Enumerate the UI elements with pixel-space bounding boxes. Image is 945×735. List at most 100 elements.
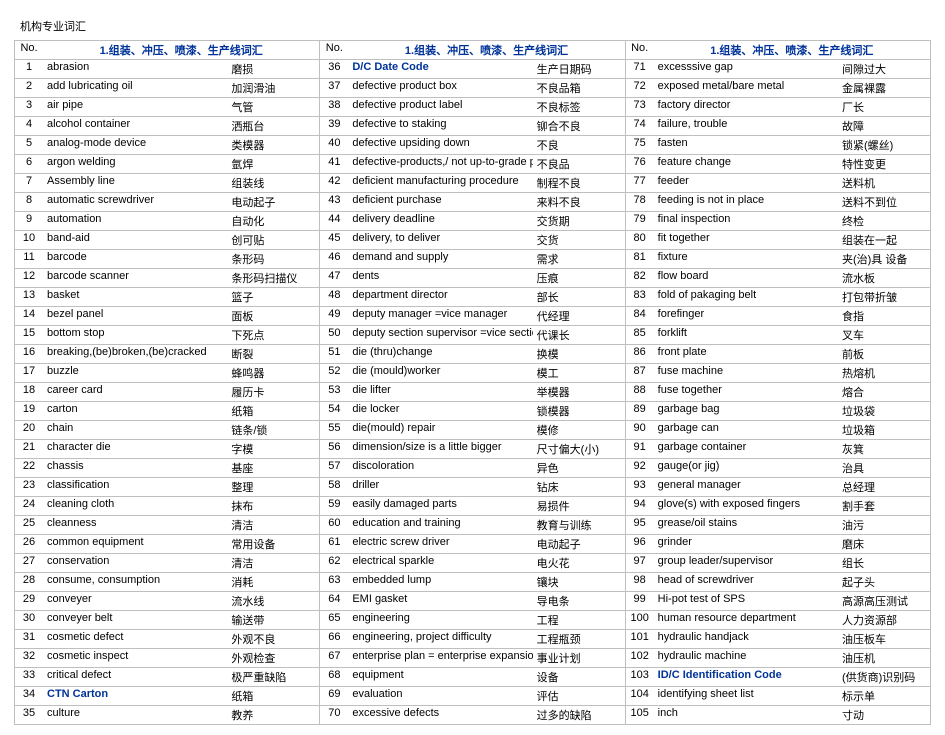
header-section-title: 1.组装、冲压、喷漆、生产线词汇 [43, 41, 319, 59]
chinese-term: 字模 [227, 440, 319, 458]
row-number: 72 [626, 79, 654, 97]
english-term: add lubricating oil [43, 79, 227, 97]
chinese-term: 电动起子 [533, 535, 625, 553]
english-term: fixture [654, 250, 838, 268]
table-row: 55die(mould) repair模修 [320, 421, 624, 440]
row-number: 20 [15, 421, 43, 439]
chinese-term: 交货期 [533, 212, 625, 230]
chinese-term: 镶块 [533, 573, 625, 591]
english-term: cosmetic inspect [43, 649, 227, 667]
table-row: 100human resource department人力资源部 [626, 611, 930, 630]
row-number: 71 [626, 60, 654, 78]
row-number: 74 [626, 117, 654, 135]
english-term: fuse together [654, 383, 838, 401]
chinese-term: 垃圾袋 [838, 402, 930, 420]
chinese-term: 铆合不良 [533, 117, 625, 135]
chinese-term: 治具 [838, 459, 930, 477]
english-term: culture [43, 706, 227, 724]
english-term: embedded lump [348, 573, 532, 591]
chinese-term: 电动起子 [227, 193, 319, 211]
chinese-term: 基座 [227, 459, 319, 477]
english-term: cleaning cloth [43, 497, 227, 515]
row-number: 61 [320, 535, 348, 553]
table-row: 59easily damaged parts易损件 [320, 497, 624, 516]
column-2: No.1.组装、冲压、喷漆、生产线词汇36D/C Date Code生产日期码3… [320, 41, 625, 725]
english-term: defective to staking [348, 117, 532, 135]
english-term: ID/C Identification Code [654, 668, 838, 686]
table-row: 76feature change特性变更 [626, 155, 930, 174]
row-number: 80 [626, 231, 654, 249]
chinese-term: 外观不良 [227, 630, 319, 648]
row-number: 69 [320, 687, 348, 705]
chinese-term: 厂长 [838, 98, 930, 116]
row-number: 36 [320, 60, 348, 78]
chinese-term: 需求 [533, 250, 625, 268]
row-number: 6 [15, 155, 43, 173]
chinese-term: 热熔机 [838, 364, 930, 382]
row-number: 39 [320, 117, 348, 135]
row-number: 5 [15, 136, 43, 154]
table-row: 71excesssive gap间隙过大 [626, 60, 930, 79]
table-row: 26common equipment常用设备 [15, 535, 319, 554]
row-number: 77 [626, 174, 654, 192]
english-term: feeder [654, 174, 838, 192]
row-number: 79 [626, 212, 654, 230]
row-number: 51 [320, 345, 348, 363]
english-term: fasten [654, 136, 838, 154]
chinese-term: 不良品 [533, 155, 625, 173]
table-row: 42deficient manufacturing procedure制程不良 [320, 174, 624, 193]
table-row: 22chassis基座 [15, 459, 319, 478]
row-number: 89 [626, 402, 654, 420]
chinese-term: 食指 [838, 307, 930, 325]
chinese-term: 断裂 [227, 345, 319, 363]
table-row: 84forefinger食指 [626, 307, 930, 326]
document-title: 机构专业词汇 [20, 18, 931, 34]
chinese-term: 割手套 [838, 497, 930, 515]
english-term: carton [43, 402, 227, 420]
row-number: 2 [15, 79, 43, 97]
english-term: automation [43, 212, 227, 230]
row-number: 43 [320, 193, 348, 211]
row-number: 9 [15, 212, 43, 230]
english-term: forefinger [654, 307, 838, 325]
row-number: 40 [320, 136, 348, 154]
row-number: 48 [320, 288, 348, 306]
header-section-title: 1.组装、冲压、喷漆、生产线词汇 [348, 41, 624, 59]
table-row: 25cleanness清洁 [15, 516, 319, 535]
table-row: 14bezel panel面板 [15, 307, 319, 326]
row-number: 4 [15, 117, 43, 135]
chinese-term: 自动化 [227, 212, 319, 230]
chinese-term: 创可贴 [227, 231, 319, 249]
row-number: 30 [15, 611, 43, 629]
chinese-term: 过多的缺陷 [533, 706, 625, 724]
table-row: 105inch寸动 [626, 706, 930, 725]
row-number: 70 [320, 706, 348, 724]
english-term: hydraulic handjack [654, 630, 838, 648]
chinese-term: 起子头 [838, 573, 930, 591]
english-term: hydraulic machine [654, 649, 838, 667]
chinese-term: 打包带折皱 [838, 288, 930, 306]
chinese-term: 评估 [533, 687, 625, 705]
table-row: 51die (thru)change换模 [320, 345, 624, 364]
row-number: 60 [320, 516, 348, 534]
table-row: 68equipment设备 [320, 668, 624, 687]
row-number: 103 [626, 668, 654, 686]
english-term: conveyer belt [43, 611, 227, 629]
chinese-term: 叉车 [838, 326, 930, 344]
row-number: 102 [626, 649, 654, 667]
row-number: 104 [626, 687, 654, 705]
chinese-term: 气管 [227, 98, 319, 116]
english-term: delivery, to deliver [348, 231, 532, 249]
english-term: buzzle [43, 364, 227, 382]
chinese-term: 锁模器 [533, 402, 625, 420]
chinese-term: 钻床 [533, 478, 625, 496]
table-row: 39defective to staking铆合不良 [320, 117, 624, 136]
row-number: 55 [320, 421, 348, 439]
chinese-term: 履历卡 [227, 383, 319, 401]
table-row: 96grinder磨床 [626, 535, 930, 554]
row-number: 15 [15, 326, 43, 344]
table-row: 5analog-mode device类模器 [15, 136, 319, 155]
chinese-term: 抹布 [227, 497, 319, 515]
chinese-term: 生产日期码 [533, 60, 625, 78]
english-term: engineering [348, 611, 532, 629]
